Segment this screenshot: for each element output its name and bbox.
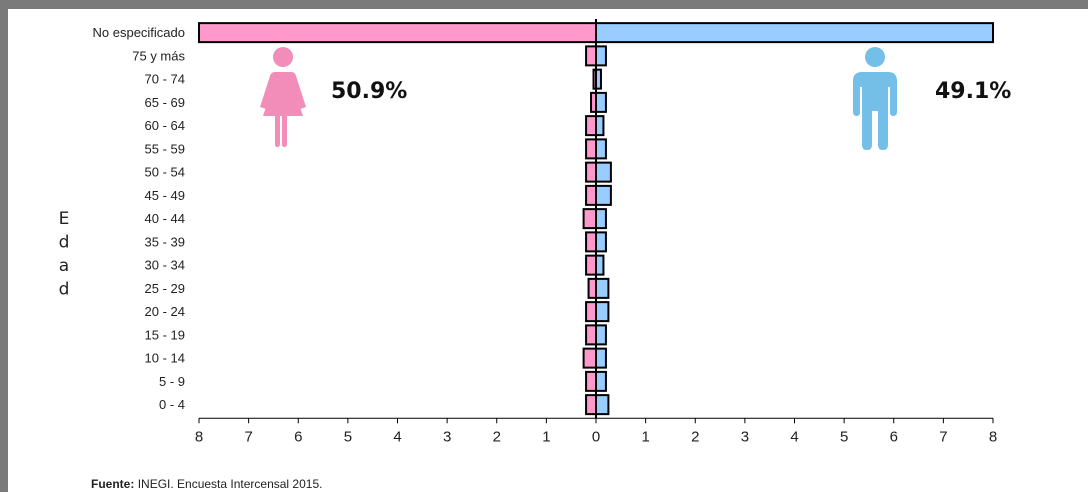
x-tick-label: 7 [244,428,252,445]
male-bar [595,277,610,299]
category-label: 35 - 39 [145,234,185,249]
category-label: 55 - 59 [145,141,185,156]
female-bar [582,347,597,369]
x-tick-label: 8 [989,428,997,445]
male-bar [595,208,607,230]
male-bar [595,115,605,137]
top-frame-bar [0,0,1088,9]
female-bar [585,301,598,323]
x-tick-label: 2 [691,428,699,445]
male-bar [595,370,607,392]
category-labels: No especificado 75 y más 70 - 74 65 - 69 60 … [93,25,186,412]
woman-icon [260,47,306,147]
male-bar [595,45,607,67]
x-tick-label: 2 [493,428,501,445]
x-tick-label: 5 [344,428,352,445]
female-bar [198,22,597,44]
female-bar [587,277,598,299]
x-tick-label: 8 [195,428,203,445]
female-bar [585,115,598,137]
female-bar [585,45,598,67]
category-label: 10 - 14 [145,351,185,366]
category-label: 30 - 34 [145,258,185,273]
man-icon [853,47,897,150]
x-tick-label: 4 [790,428,798,445]
female-bar [585,138,598,160]
x-tick-label: 1 [641,428,649,445]
male-percentage: 49.1% [935,79,1011,104]
x-tick-label: 3 [741,428,749,445]
female-bar [582,208,597,230]
category-label: 0 - 4 [159,397,185,412]
x-tick-label: 0 [592,428,600,445]
female-bar [585,394,598,416]
male-bar [595,22,994,44]
y-axis-label-letter: a [59,256,69,276]
y-axis-label-letter: d [59,280,70,300]
male-bar [595,301,610,323]
male-bar [595,91,607,113]
category-label: 20 - 24 [145,304,185,319]
category-label: 25 - 29 [145,281,185,296]
category-label: 75 y más [132,48,185,63]
x-tick-label: 4 [393,428,401,445]
bars [198,22,994,416]
x-tick-label: 6 [890,428,898,445]
category-label: 15 - 19 [145,327,185,342]
female-bar [585,161,598,183]
category-label: 45 - 49 [145,188,185,203]
male-bar [595,231,607,253]
left-frame-bar [0,0,8,492]
male-bar [595,324,607,346]
category-label: 60 - 64 [145,118,185,133]
male-bar [595,184,612,206]
category-label: 65 - 69 [145,95,185,110]
category-label: 5 - 9 [159,374,185,389]
category-label: 50 - 54 [145,165,185,180]
male-bar [595,347,607,369]
x-tick-label: 7 [939,428,947,445]
y-axis-label-letter: E [59,209,70,229]
female-percentage: 50.9% [331,79,407,104]
x-tick-label: 3 [443,428,451,445]
female-bar [585,254,598,276]
male-bar [595,138,607,160]
category-label: 40 - 44 [145,211,185,226]
female-bar [585,231,598,253]
x-tick-label: 5 [840,428,848,445]
x-tick-label: 6 [294,428,302,445]
x-axis-ticks: 8 7 6 5 4 3 2 1 0 1 2 3 4 5 6 7 8 [195,418,997,445]
source-text: INEGI. Encuesta Intercensal 2015. [137,477,323,491]
source-note: Fuente: INEGI. Encuesta Intercensal 2015… [91,477,322,491]
male-bar [595,254,605,276]
female-bar [585,324,598,346]
male-bar [595,161,612,183]
y-axis-label-letter: d [59,233,70,253]
x-tick-label: 1 [542,428,550,445]
male-bar [595,394,610,416]
female-bar [585,370,598,392]
female-bar [585,184,598,206]
category-label: No especificado [93,25,186,40]
source-label: Fuente: [91,477,135,491]
category-label: 70 - 74 [145,72,185,87]
